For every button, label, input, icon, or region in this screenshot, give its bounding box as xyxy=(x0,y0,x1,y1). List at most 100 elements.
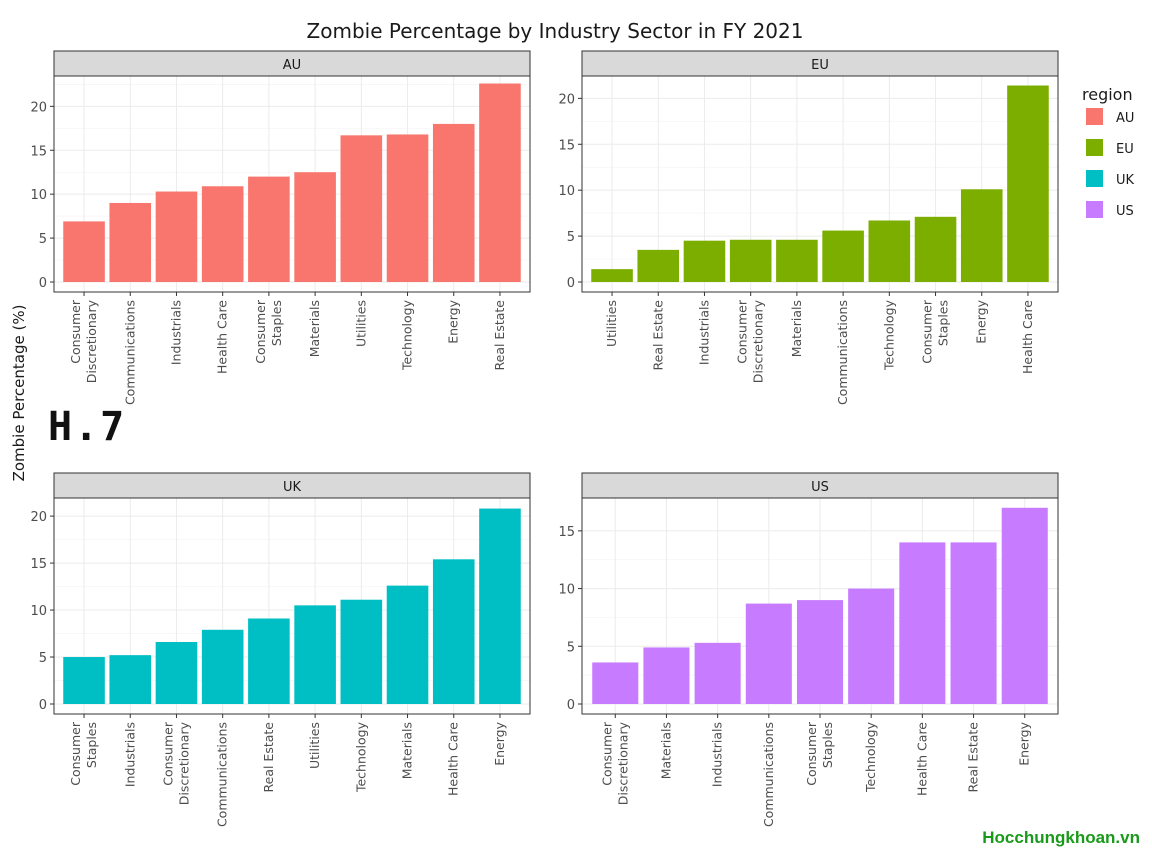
x-tick-label: Technology xyxy=(881,299,896,371)
watermark: Hocchungkhoan.vn xyxy=(982,828,1140,847)
x-tick-label: Health Care xyxy=(215,300,230,374)
x-tick-label: Utilities xyxy=(604,300,619,347)
x-tick-label: ConsumerDiscretionary xyxy=(735,299,766,383)
y-tick-label: 15 xyxy=(30,557,47,572)
bar xyxy=(340,135,383,282)
facet-strip xyxy=(53,472,531,499)
bar xyxy=(592,662,639,704)
facet-strip-label: US xyxy=(811,480,829,495)
bar xyxy=(914,216,957,282)
bar xyxy=(340,599,383,704)
legend-label: EU xyxy=(1116,142,1134,157)
x-tick-label: ConsumerStaples xyxy=(804,721,835,786)
facet-strip-label: UK xyxy=(283,480,302,495)
bar xyxy=(745,603,792,704)
legend-swatch xyxy=(1086,201,1103,218)
bar xyxy=(294,605,336,704)
x-tick-label: Industrials xyxy=(696,300,711,365)
bar xyxy=(201,186,244,282)
y-tick-label: 0 xyxy=(39,698,47,713)
bar xyxy=(201,629,244,704)
y-tick-label: 20 xyxy=(30,510,47,525)
x-tick-label: Materials xyxy=(400,722,415,779)
x-tick-label: Materials xyxy=(658,722,673,779)
y-tick-label: 15 xyxy=(558,138,575,153)
bar xyxy=(683,240,726,282)
x-tick-label: Real Estate xyxy=(966,722,981,793)
legend-label: AU xyxy=(1116,111,1134,126)
bar xyxy=(591,269,633,282)
x-tick-label: ConsumerStaples xyxy=(68,721,99,786)
y-axis-label: Zombie Percentage (%) xyxy=(10,305,28,482)
y-tick-label: 10 xyxy=(558,583,575,598)
bar xyxy=(796,600,844,704)
x-tick-label: Real Estate xyxy=(650,300,665,371)
x-tick-label: Health Care xyxy=(446,722,461,796)
bar xyxy=(109,202,152,282)
bar xyxy=(479,508,521,704)
overlay-figure-label: H.7 xyxy=(48,404,127,450)
x-tick-label: Energy xyxy=(1017,721,1032,765)
x-tick-label: Real Estate xyxy=(261,722,276,793)
panel-border xyxy=(53,497,531,715)
y-tick-label: 0 xyxy=(567,698,575,713)
bar xyxy=(1007,85,1049,282)
bar xyxy=(386,134,429,282)
bar xyxy=(950,542,997,704)
chart-title: Zombie Percentage by Industry Sector in … xyxy=(307,19,804,43)
x-tick-label: Technology xyxy=(863,721,878,793)
bar xyxy=(386,585,429,704)
y-tick-label: 10 xyxy=(30,604,47,619)
bar xyxy=(479,83,521,282)
x-tick-label: Technology xyxy=(400,299,415,371)
x-tick-label: ConsumerStaples xyxy=(920,299,951,364)
x-tick-label: Communications xyxy=(835,300,850,405)
legend-label: UK xyxy=(1116,173,1135,188)
bar xyxy=(63,221,105,282)
x-tick-label: Health Care xyxy=(1020,300,1035,374)
legend-swatch xyxy=(1086,170,1103,187)
x-tick-label: Real Estate xyxy=(492,300,507,371)
legend-label: US xyxy=(1116,204,1134,219)
bar xyxy=(155,641,198,704)
panel-border xyxy=(53,75,531,293)
facet-strip-label: EU xyxy=(811,58,829,73)
y-tick-label: 5 xyxy=(567,230,575,245)
x-tick-label: Technology xyxy=(353,721,368,793)
x-tick-label: Utilities xyxy=(307,722,322,769)
x-tick-label: Materials xyxy=(789,300,804,357)
bar xyxy=(643,647,690,704)
x-tick-label: Communications xyxy=(761,722,776,827)
panel-eu: EU 0 5 10 15 20 Utilities Real Estate Industrial… xyxy=(558,50,1059,405)
facet-strip xyxy=(53,50,531,77)
y-tick-label: 15 xyxy=(558,525,575,540)
x-tick-label: Industrials xyxy=(710,722,725,787)
y-tick-label: 10 xyxy=(30,188,47,203)
bar xyxy=(155,191,198,282)
facet-strip xyxy=(581,472,1059,499)
panel-au: AU 0 5 10 15 20 ConsumerDiscretionary Communica… xyxy=(30,50,531,405)
legend-swatch xyxy=(1086,108,1103,125)
x-tick-label: Utilities xyxy=(353,300,368,347)
panel-uk: UK 0 5 10 15 20 ConsumerStaples Industrials Cons… xyxy=(30,472,531,827)
y-tick-label: 15 xyxy=(30,144,47,159)
x-tick-label: Communications xyxy=(215,722,230,827)
y-tick-label: 20 xyxy=(558,92,575,107)
facet-strip-label: AU xyxy=(283,58,301,73)
y-tick-label: 20 xyxy=(30,100,47,115)
legend: region AU EU UK US xyxy=(1082,85,1135,219)
facet-strip xyxy=(581,50,1059,77)
y-tick-label: 10 xyxy=(558,184,575,199)
panel-border xyxy=(581,75,1059,293)
legend-title: region xyxy=(1082,85,1133,104)
bar xyxy=(848,588,895,704)
bar xyxy=(899,542,946,704)
x-tick-label: ConsumerStaples xyxy=(253,299,284,364)
x-tick-label: ConsumerDiscretionary xyxy=(160,721,191,805)
x-tick-label: Industrials xyxy=(168,300,183,365)
bar xyxy=(729,239,772,282)
y-tick-label: 0 xyxy=(567,276,575,291)
x-tick-label: ConsumerDiscretionary xyxy=(599,721,630,805)
x-tick-label: Energy xyxy=(446,299,461,343)
